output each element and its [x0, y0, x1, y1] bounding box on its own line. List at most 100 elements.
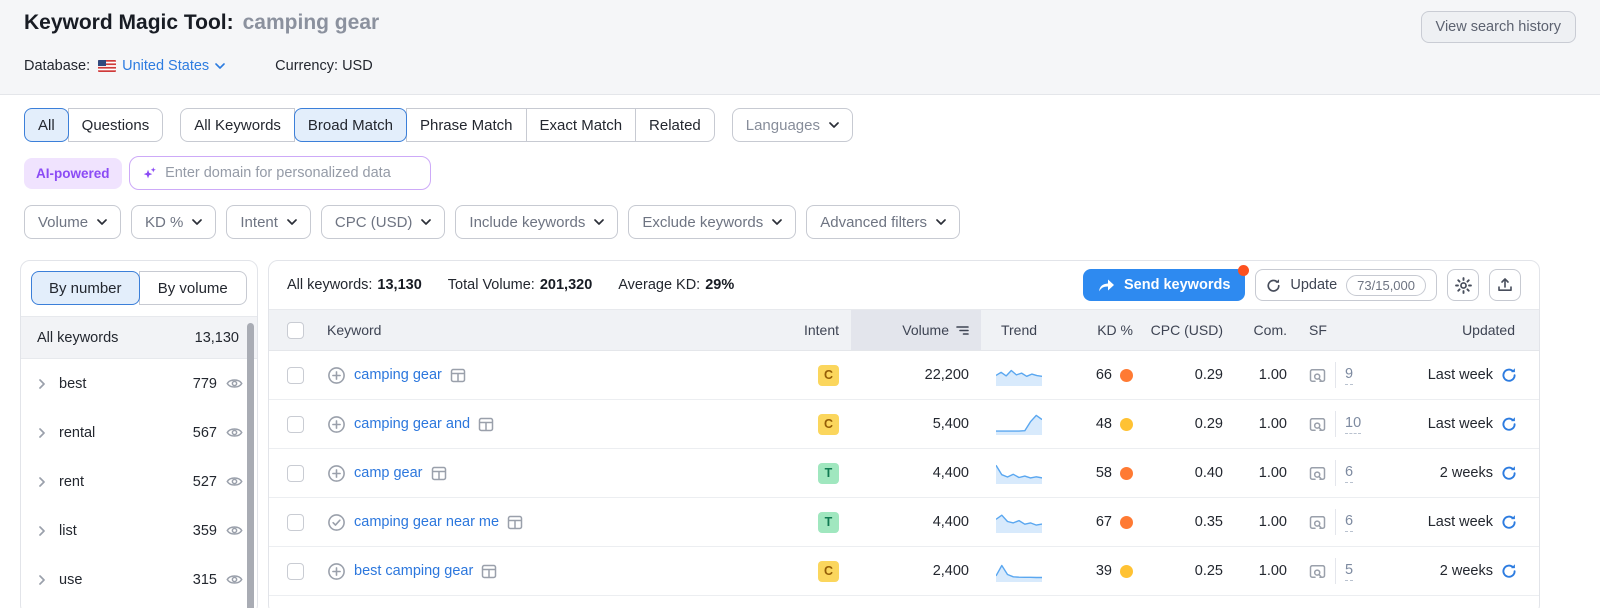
add-keyword-icon[interactable] — [327, 366, 346, 385]
row-checkbox[interactable] — [287, 563, 304, 580]
refresh-metrics-icon[interactable] — [1501, 465, 1517, 481]
serp-snapshot-icon[interactable] — [1309, 368, 1326, 383]
eye-icon[interactable] — [226, 523, 243, 538]
sf-count[interactable]: 9 — [1345, 366, 1353, 385]
serp-preview-icon[interactable] — [478, 417, 494, 432]
filter-kd[interactable]: KD % — [131, 205, 216, 239]
col-volume[interactable]: Volume — [851, 310, 981, 350]
database-selector[interactable]: United States — [98, 58, 225, 74]
filter-cpc[interactable]: CPC (USD) — [321, 205, 446, 239]
keyword-link[interactable]: camp gear — [354, 465, 423, 481]
stat-value: 13,130 — [377, 277, 421, 293]
keyword-link[interactable]: camping gear and — [354, 416, 470, 432]
tab-by-volume[interactable]: By volume — [139, 271, 248, 305]
filter-exclude-keywords[interactable]: Exclude keywords — [628, 205, 796, 239]
keyword-link[interactable]: camping gear — [354, 367, 442, 383]
tab-phrase-match[interactable]: Phrase Match — [406, 108, 527, 142]
sf-count[interactable]: 10 — [1345, 415, 1361, 434]
row-checkbox[interactable] — [287, 514, 304, 531]
keyword-link[interactable]: camping gear near me — [354, 514, 499, 530]
add-keyword-icon[interactable] — [327, 562, 346, 581]
keyword-group-item[interactable]: list 359 — [21, 506, 257, 555]
row-checkbox[interactable] — [287, 416, 304, 433]
eye-icon[interactable] — [226, 572, 243, 587]
tab-all-keywords[interactable]: All Keywords — [180, 108, 295, 142]
filter-volume[interactable]: Volume — [24, 205, 121, 239]
tab-questions[interactable]: Questions — [68, 108, 164, 142]
serp-preview-icon[interactable] — [481, 564, 497, 579]
col-cpc[interactable]: CPC (USD) — [1145, 310, 1235, 350]
view-search-history-button[interactable]: View search history — [1421, 11, 1576, 43]
intent-badge[interactable]: C — [818, 365, 839, 386]
select-all-checkbox[interactable] — [287, 322, 304, 339]
row-checkbox[interactable] — [287, 465, 304, 482]
kd-value: 66 — [1096, 367, 1112, 383]
serp-snapshot-icon[interactable] — [1309, 417, 1326, 432]
add-keyword-icon[interactable] — [327, 415, 346, 434]
kd-dot — [1120, 516, 1133, 529]
languages-dropdown[interactable]: Languages — [732, 108, 853, 142]
updated-value: Last week — [1428, 367, 1493, 383]
col-updated[interactable]: Updated — [1391, 310, 1521, 350]
trend-sparkline — [996, 363, 1042, 387]
updated-value: 2 weeks — [1440, 563, 1493, 579]
sf-count[interactable]: 6 — [1345, 464, 1353, 483]
serp-snapshot-icon[interactable] — [1309, 466, 1326, 481]
serp-preview-icon[interactable] — [507, 515, 523, 530]
eye-icon[interactable] — [226, 425, 243, 440]
eye-icon[interactable] — [226, 474, 243, 489]
sf-count[interactable]: 6 — [1345, 513, 1353, 532]
tab-broad-match[interactable]: Broad Match — [294, 108, 407, 142]
com-value: 1.00 — [1235, 547, 1299, 595]
refresh-metrics-icon[interactable] — [1501, 416, 1517, 432]
serp-snapshot-icon[interactable] — [1309, 564, 1326, 579]
stat-item: All keywords:13,130 — [287, 277, 422, 293]
keyword-group-item[interactable]: rental 567 — [21, 408, 257, 457]
refresh-metrics-icon[interactable] — [1501, 563, 1517, 579]
serp-preview-icon[interactable] — [431, 466, 447, 481]
tab-by-number[interactable]: By number — [31, 271, 140, 305]
settings-button[interactable] — [1447, 269, 1479, 301]
eye-icon[interactable] — [226, 376, 243, 391]
stat-item: Average KD:29% — [618, 277, 734, 293]
intent-badge[interactable]: C — [818, 561, 839, 582]
tab-related[interactable]: Related — [635, 108, 715, 142]
keyword-group-item[interactable]: rent 527 — [21, 457, 257, 506]
col-kd[interactable]: KD % — [1057, 310, 1145, 350]
currency-label: Currency: — [275, 58, 338, 74]
trend-sparkline — [996, 461, 1042, 485]
added-keyword-icon[interactable] — [327, 513, 346, 532]
tab-all[interactable]: All — [24, 108, 69, 142]
col-trend[interactable]: Trend — [981, 310, 1057, 350]
domain-input[interactable] — [165, 165, 417, 181]
tab-exact-match[interactable]: Exact Match — [526, 108, 637, 142]
col-keyword[interactable]: Keyword — [327, 310, 767, 350]
update-button[interactable]: Update 73/15,000 — [1255, 269, 1437, 301]
refresh-metrics-icon[interactable] — [1501, 367, 1517, 383]
intent-badge[interactable]: C — [818, 414, 839, 435]
filter-advanced[interactable]: Advanced filters — [806, 205, 960, 239]
sort-descending-icon — [956, 325, 969, 336]
sf-count[interactable]: 5 — [1345, 562, 1353, 581]
question-tabs-group: All Questions — [24, 108, 163, 142]
keyword-link[interactable]: best camping gear — [354, 563, 473, 579]
serp-snapshot-icon[interactable] — [1309, 515, 1326, 530]
all-keywords-row[interactable]: All keywords 13,130 — [21, 316, 257, 359]
add-keyword-icon[interactable] — [327, 464, 346, 483]
col-sf[interactable]: SF — [1299, 310, 1391, 350]
serp-preview-icon[interactable] — [450, 368, 466, 383]
export-button[interactable] — [1489, 269, 1521, 301]
row-checkbox[interactable] — [287, 367, 304, 384]
send-keywords-button[interactable]: Send keywords — [1083, 269, 1245, 301]
intent-badge[interactable]: T — [818, 512, 839, 533]
refresh-metrics-icon[interactable] — [1501, 514, 1517, 530]
col-com[interactable]: Com. — [1235, 310, 1299, 350]
sidebar-scrollbar[interactable] — [247, 323, 254, 608]
intent-badge[interactable]: T — [818, 463, 839, 484]
notification-dot — [1238, 265, 1249, 276]
col-intent[interactable]: Intent — [767, 310, 851, 350]
filter-include-keywords[interactable]: Include keywords — [455, 205, 618, 239]
keyword-group-item[interactable]: use 315 — [21, 555, 257, 604]
filter-intent[interactable]: Intent — [226, 205, 311, 239]
keyword-group-item[interactable]: best 779 — [21, 359, 257, 408]
